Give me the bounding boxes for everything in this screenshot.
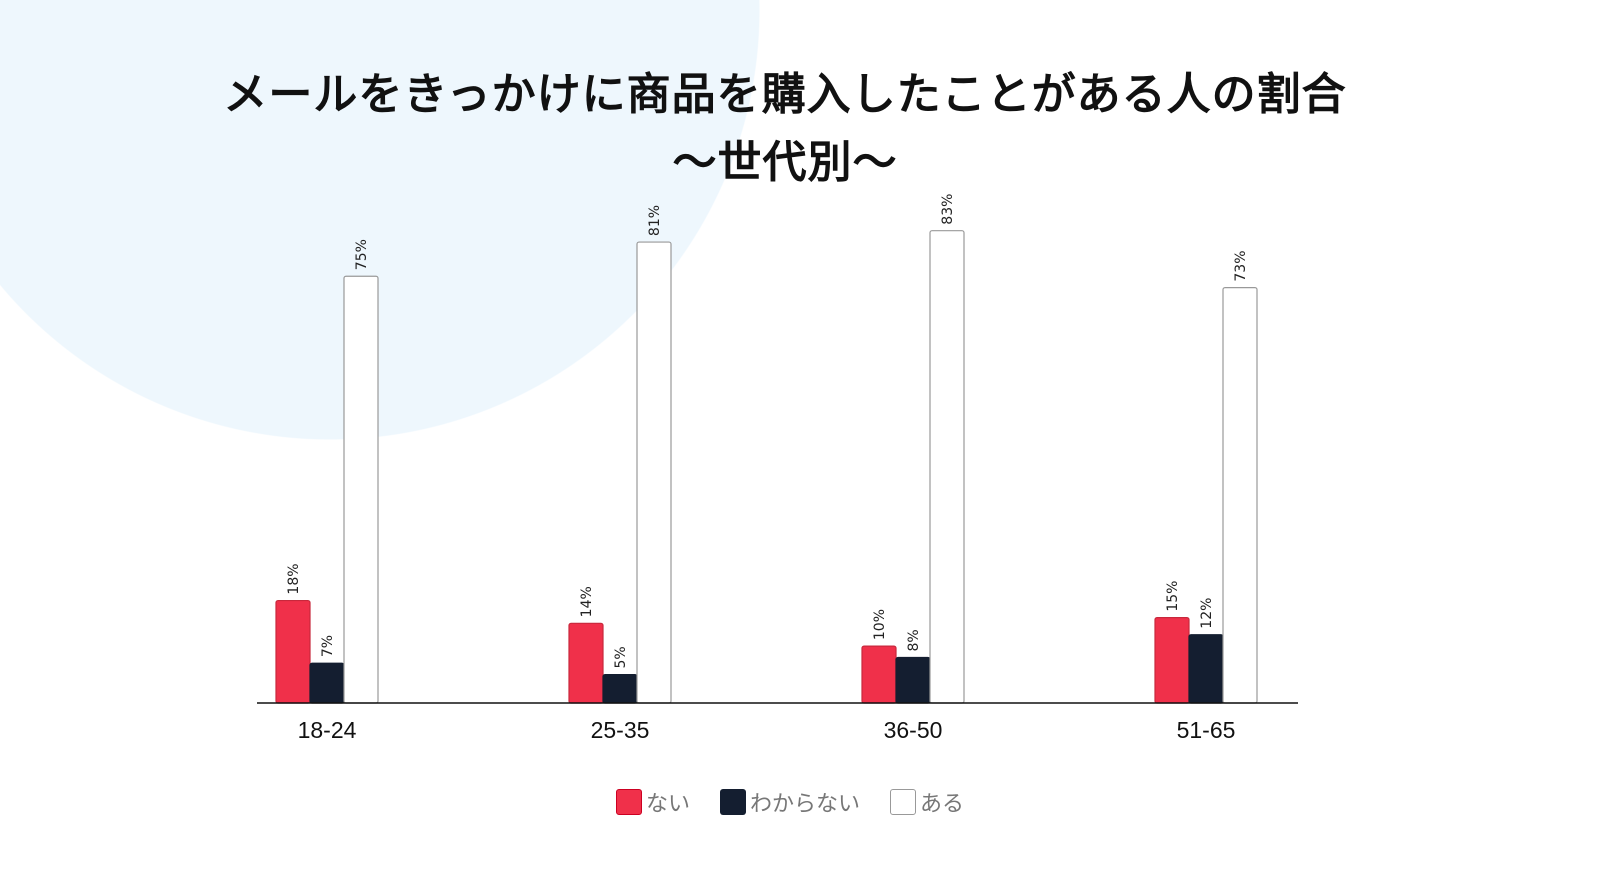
data-label: 10%	[872, 609, 888, 640]
bar-ある-18-24	[343, 275, 379, 704]
data-label: 7%	[320, 635, 336, 657]
data-label: 75%	[354, 239, 370, 270]
data-label: 83%	[940, 194, 956, 225]
bar-ない-36-50	[861, 645, 897, 704]
legend: ない わからない ある	[0, 786, 1580, 818]
legend-item-wakaranai: わからない	[719, 786, 860, 818]
chart-subtitle: 〜世代別〜	[672, 137, 898, 188]
legend-swatch	[719, 789, 746, 815]
data-label: 73%	[1233, 250, 1249, 281]
bar-わからない-18-24	[309, 662, 345, 704]
bar-わからない-25-35	[602, 673, 638, 704]
x-tick-label: 18-24	[298, 717, 357, 743]
bar-ない-25-35	[568, 622, 604, 704]
bar-ない-51-65	[1154, 617, 1190, 704]
legend-label: ある	[920, 792, 965, 817]
data-label: 81%	[647, 205, 663, 236]
data-label: 12%	[1199, 598, 1215, 629]
data-label: 5%	[613, 646, 629, 668]
data-label: 15%	[1165, 581, 1181, 612]
data-label: 8%	[906, 629, 922, 651]
x-tick-label: 51-65	[1177, 717, 1236, 743]
data-label: 18%	[286, 563, 302, 594]
bar-chart: 18% 7% 75% 18-24 14% 5% 81% 25-35 10% 8% 83% 36-50 1…	[257, 194, 1298, 743]
bar-わからない-51-65	[1188, 634, 1224, 704]
x-tick-label: 25-35	[591, 717, 650, 743]
data-label: 14%	[579, 586, 595, 617]
bar-わからない-36-50	[895, 656, 931, 704]
bar-ある-36-50	[929, 230, 965, 704]
x-tick-label: 36-50	[884, 717, 943, 743]
legend-label: ない	[645, 792, 690, 817]
legend-item-nai: ない	[615, 786, 690, 818]
bar-ない-18-24	[275, 599, 311, 704]
legend-swatch	[890, 789, 916, 815]
bar-ある-51-65	[1222, 286, 1258, 704]
legend-item-aru: ある	[890, 786, 964, 818]
legend-swatch	[615, 789, 642, 815]
bar-ある-25-35	[636, 241, 672, 704]
legend-label: わからない	[749, 792, 860, 817]
chart-title: メールをきっかけに商品を購入したことがある人の割合	[223, 69, 1347, 120]
